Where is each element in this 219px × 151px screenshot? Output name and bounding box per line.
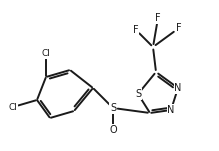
Text: F: F [155, 13, 161, 23]
Text: S: S [135, 89, 141, 99]
Text: Cl: Cl [9, 103, 18, 111]
Text: Cl: Cl [42, 50, 50, 58]
Text: F: F [176, 23, 182, 33]
Text: N: N [174, 83, 182, 93]
Text: S: S [110, 103, 116, 113]
Text: F: F [133, 25, 139, 35]
Text: N: N [167, 105, 175, 115]
Text: O: O [109, 125, 117, 135]
